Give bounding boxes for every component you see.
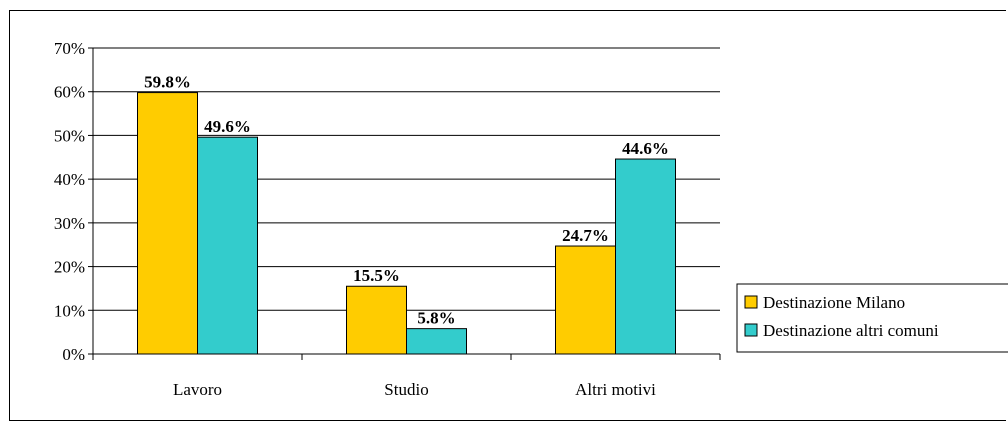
category-label: Altri motivi bbox=[575, 380, 656, 399]
data-label: 49.6% bbox=[204, 117, 251, 136]
y-tick-label: 40% bbox=[54, 170, 85, 189]
y-tick-label: 60% bbox=[54, 83, 85, 102]
category-label: Lavoro bbox=[173, 380, 222, 399]
legend-label: Destinazione altri comuni bbox=[763, 321, 939, 340]
category-labels: Lavoro Studio Altri motivi bbox=[173, 380, 656, 399]
bar-altri-motivi-series-1 bbox=[555, 245, 616, 355]
legend-box bbox=[736, 283, 1008, 353]
y-tick-label: 20% bbox=[54, 258, 85, 277]
data-label: 59.8% bbox=[144, 73, 191, 92]
legend-swatch bbox=[744, 323, 758, 337]
y-tick-label: 70% bbox=[54, 39, 85, 58]
legend-label: Destinazione Milano bbox=[763, 293, 905, 312]
bar-studio-series-2 bbox=[406, 328, 467, 355]
data-label: 24.7% bbox=[562, 226, 609, 245]
category-label: Studio bbox=[384, 380, 428, 399]
data-labels: 59.8% 49.6% 15.5% 5.8% 24.7% 44.6% bbox=[144, 73, 669, 328]
bar-lavoro-series-2 bbox=[197, 136, 258, 355]
bar-lavoro-series-1 bbox=[137, 92, 198, 355]
legend-swatch bbox=[744, 295, 758, 309]
data-label: 44.6% bbox=[622, 139, 669, 158]
y-tick-label: 0% bbox=[62, 345, 85, 364]
bar-altri-motivi-series-2 bbox=[615, 158, 676, 355]
y-tick-label: 30% bbox=[54, 214, 85, 233]
bar-studio-series-1 bbox=[346, 285, 407, 355]
axes bbox=[92, 48, 721, 360]
legend: Destinazione Milano Destinazione altri co… bbox=[736, 283, 1008, 353]
y-axis-ticks: 0% 10% 20% 30% 40% 50% 60% 70% bbox=[54, 39, 93, 364]
bars bbox=[137, 92, 676, 355]
y-tick-label: 10% bbox=[54, 301, 85, 320]
data-label: 15.5% bbox=[353, 266, 400, 285]
y-tick-label: 50% bbox=[54, 126, 85, 145]
data-label: 5.8% bbox=[417, 309, 455, 328]
